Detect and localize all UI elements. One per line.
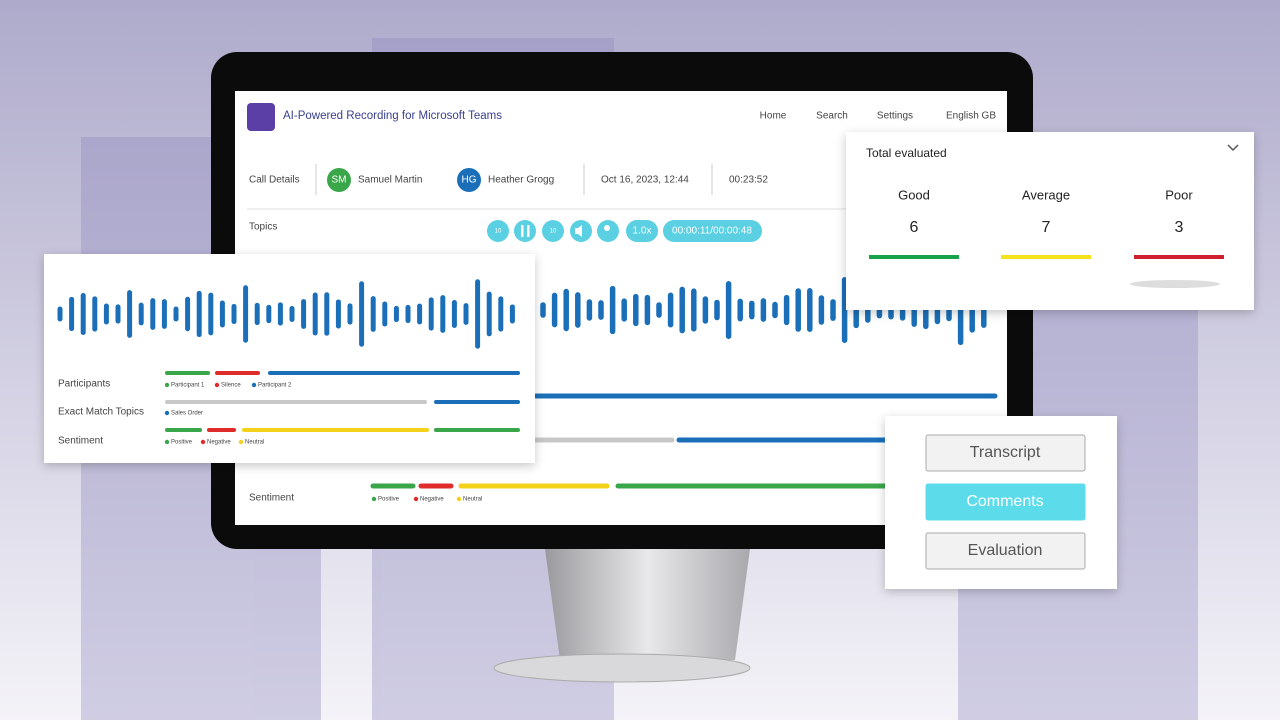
legend-label: Negative (420, 497, 444, 503)
evaluation-label: Good (898, 187, 930, 202)
topics-label: Topics (249, 222, 277, 233)
nav-item[interactable]: Home (760, 111, 787, 122)
skip-back-button[interactable] (487, 220, 509, 242)
collapse-chevron[interactable] (1227, 144, 1239, 152)
legend-label: Participant 1 (171, 383, 205, 389)
time-display (663, 220, 762, 242)
evaluation-bar (1134, 255, 1224, 259)
evaluation-bar (869, 255, 959, 259)
logo (247, 103, 275, 131)
evaluation-bar (1001, 255, 1091, 259)
action-label: Comments (966, 493, 1043, 510)
player-controls: 10 10 1.0x 00:00:11/00:00:48 (487, 220, 762, 242)
evaluation-value: 3 (1175, 219, 1184, 236)
legend: Positive Negative Neutral (371, 496, 482, 503)
avatar-initials: SM (332, 175, 347, 186)
call-details-label: Call Details (249, 175, 300, 186)
actions: Transcript Comments Evaluation (925, 434, 1086, 570)
nav-item[interactable]: English GB (946, 111, 996, 122)
legend-dot (238, 439, 244, 445)
volume-icon (575, 225, 582, 237)
call-date: Oct 16, 2023, 12:44 (601, 175, 689, 186)
evaluation-label: Poor (1165, 187, 1193, 202)
sentiment-label: Sentiment (58, 436, 103, 447)
evaluation-title: Total evaluated (866, 146, 947, 160)
legend-label: Sales Order (171, 411, 203, 417)
monitor-stand (545, 549, 750, 660)
participant-name: Heather Grogg (488, 175, 554, 186)
evaluation-value: 6 (910, 219, 919, 236)
pause-icon (521, 225, 524, 237)
evaluation-label: Average (1022, 187, 1070, 202)
evaluation-value: 7 (1042, 219, 1051, 236)
action-button[interactable] (925, 483, 1086, 521)
topics-label: Exact Match Topics (58, 407, 144, 418)
waveform (57, 279, 515, 349)
avatar (457, 168, 481, 192)
speaker-icon (604, 225, 610, 231)
legend-label: Silence (221, 383, 241, 389)
sentiment-label: Sentiment (249, 493, 294, 504)
nav-item[interactable]: Search (816, 111, 848, 122)
legend-label: Positive (171, 440, 193, 446)
participants-label: Participants (58, 379, 110, 390)
legend-dot (413, 496, 419, 502)
avatar-initials: HG (462, 175, 477, 186)
nav-item[interactable]: Settings (877, 111, 913, 122)
speaker-button[interactable] (597, 220, 619, 242)
legend-dot (164, 410, 170, 416)
legend-label: Neutral (463, 497, 482, 503)
legend-dot (251, 382, 257, 388)
shadow (1130, 280, 1220, 288)
skip-forward-button[interactable] (542, 220, 564, 242)
legend-dot (200, 439, 206, 445)
action-button[interactable] (925, 434, 1086, 472)
participant-name: Samuel Martin (358, 175, 422, 186)
skip-label: 10 (495, 229, 502, 235)
speed-label: 1.0x (633, 226, 652, 237)
avatar (327, 168, 351, 192)
legend-dot (164, 382, 170, 388)
legend-label: Negative (207, 440, 231, 446)
timeline-bars (165, 371, 520, 432)
speed-button[interactable] (626, 220, 658, 242)
action-button[interactable] (925, 532, 1086, 570)
legend-label: Positive (378, 497, 400, 503)
pause-button[interactable] (514, 220, 536, 242)
legend-label: Participant 2 (258, 383, 292, 389)
legend-label: Neutral (245, 440, 264, 446)
legend-dot (456, 496, 462, 502)
legend-dot (371, 496, 377, 502)
skip-label: 10 (550, 229, 557, 235)
evaluation-items: Good 6 Average 7 Poor 3 (869, 187, 1224, 259)
legend-dot (214, 382, 220, 388)
time-label: 00:00:11/00:00:48 (672, 226, 752, 237)
monitor-base (493, 653, 751, 683)
action-label: Transcript (970, 444, 1041, 461)
legend-dot (164, 439, 170, 445)
pause-icon (527, 225, 530, 237)
legend: Participant 1 Silence Participant 2 Sales O… (164, 382, 292, 446)
app-title: AI-Powered Recording for Microsoft Teams (283, 110, 502, 122)
call-duration: 00:23:52 (729, 175, 768, 186)
action-label: Evaluation (968, 542, 1043, 559)
